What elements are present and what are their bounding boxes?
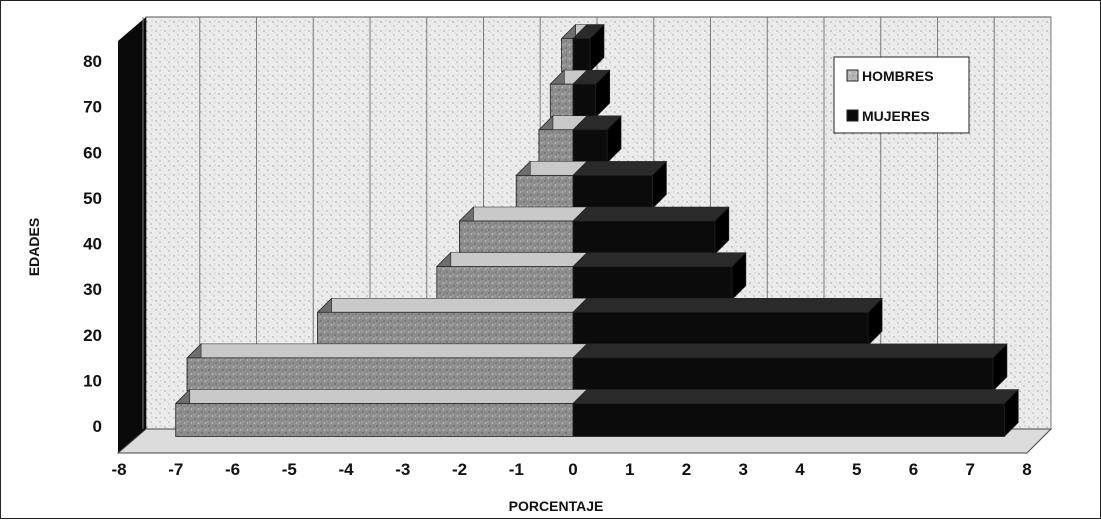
x-axis-title: PORCENTAJE (509, 498, 604, 514)
bar-mujeres-80 (572, 23, 605, 73)
bar-mujeres-40 (572, 206, 730, 255)
x-tick-label: 8 (1022, 460, 1031, 479)
x-axis-ticks: -8 -7 -6 -5 -4 -3 -2 -1 0 1 2 3 4 5 6 7 8 (111, 460, 1031, 479)
x-tick-label: 5 (852, 460, 861, 479)
legend-swatch-mujeres (846, 109, 859, 122)
y-tick-label: 70 (83, 98, 102, 117)
x-tick-label: 1 (625, 460, 634, 479)
x-tick-label: 6 (909, 460, 918, 479)
x-tick-label: -4 (338, 460, 354, 479)
y-tick-label: 80 (83, 52, 102, 71)
bar-hombres-30 (436, 251, 588, 301)
x-tick-label: 7 (966, 460, 975, 479)
bar-mujeres-60 (572, 115, 622, 164)
x-tick-label: -1 (509, 460, 524, 479)
y-tick-label: 0 (93, 417, 102, 436)
bar-mujeres-50 (572, 160, 668, 210)
bar-hombres-80 (560, 23, 588, 73)
bar-mujeres-20 (572, 297, 883, 346)
x-tick-label: 0 (568, 460, 577, 479)
x-tick-label: -8 (111, 460, 126, 479)
legend: HOMBRES MUJERES (833, 56, 970, 134)
bar-mujeres-10 (572, 343, 1008, 392)
y-tick-label: 10 (83, 371, 102, 390)
bar-hombres-40 (458, 206, 588, 255)
bar-mujeres-30 (572, 251, 747, 301)
x-tick-label: -2 (452, 460, 467, 479)
bar-hombres-10 (186, 343, 588, 392)
y-tick-label: 50 (83, 189, 102, 208)
y-tick-label: 20 (83, 326, 102, 345)
x-tick-label: 2 (682, 460, 691, 479)
bars (175, 23, 1020, 438)
x-tick-label: -7 (168, 460, 183, 479)
bar-mujeres-0 (572, 388, 1020, 438)
bar-hombres-0 (175, 388, 588, 438)
y-axis-ticks: 0 10 20 30 40 50 60 70 80 (83, 52, 102, 436)
chart-side-wall (118, 17, 146, 453)
bar-hombres-60 (538, 115, 588, 164)
y-tick-label: 60 (83, 143, 102, 162)
bar-mujeres-70 (572, 69, 611, 118)
legend-swatch-hombres (846, 69, 859, 82)
x-tick-label: 3 (739, 460, 748, 479)
y-axis-title: EDADES (26, 218, 42, 276)
y-tick-label: 40 (83, 235, 102, 254)
legend-label-hombres: HOMBRES (862, 68, 934, 84)
y-tick-label: 30 (83, 280, 102, 299)
x-tick-label: -3 (395, 460, 410, 479)
bar-hombres-20 (316, 297, 588, 346)
legend-label-mujeres: MUJERES (862, 108, 930, 124)
bar-hombres-50 (515, 160, 588, 210)
x-tick-label: 4 (795, 460, 805, 479)
x-tick-label: -6 (225, 460, 240, 479)
x-tick-label: -5 (282, 460, 297, 479)
